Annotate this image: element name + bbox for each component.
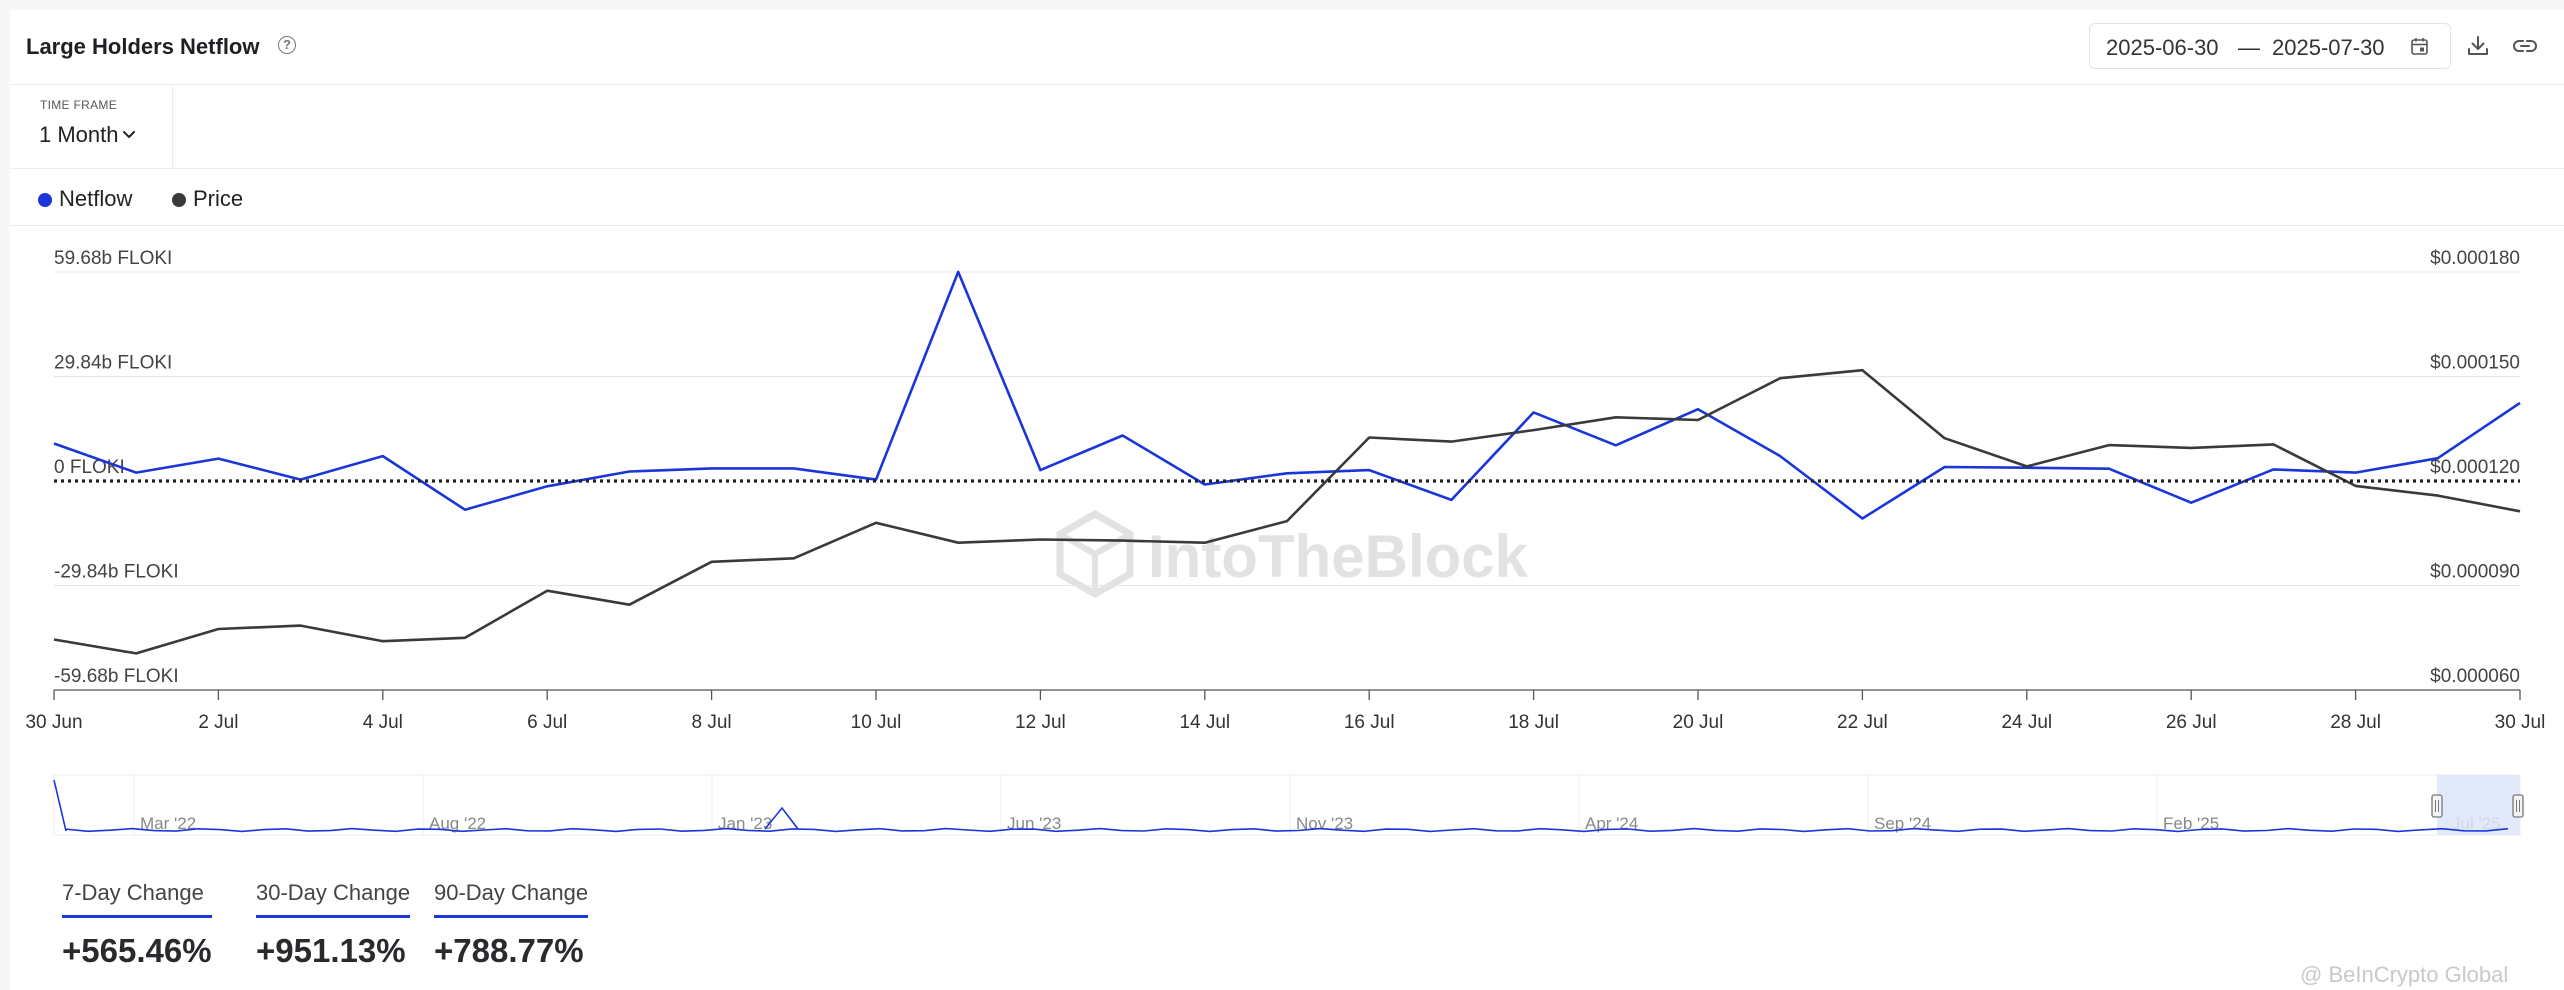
netflow-card: Large Holders Netflow ? 2025-06-30 — 202… [10,10,2564,990]
watermark-text: IntoTheBlock [1148,523,1529,590]
navigator-label: Aug '22 [429,814,486,833]
legend-item-netflow[interactable]: Netflow [38,186,132,212]
x-tick-label: 14 Jul [1179,712,1230,733]
range-navigator[interactable]: Mar '22 Aug '22 Jan '23 Jun '23 Nov '23 Apr '… [53,774,2524,836]
timeframe-value[interactable]: 1 Month [39,122,119,147]
series-line-netflow[interactable] [53,270,2521,520]
y-left-tick-label: -59.68b FLOKI [54,666,179,687]
y-right-tick-label: $0.000180 [2430,248,2520,269]
help-icon[interactable]: ? [278,36,296,54]
page-title: Large Holders Netflow [26,34,260,59]
navigator-label: Nov '23 [1296,814,1353,833]
y-left-tick-label: 59.68b FLOKI [54,248,172,269]
y-right-tick-label: $0.000150 [2430,353,2520,374]
stat-label-30-day: 30-Day Change [256,880,411,918]
chevron-down-icon[interactable] [122,130,136,140]
calendar-icon[interactable] [2411,37,2428,55]
navigator-label: Feb '25 [2163,814,2219,833]
link-icon[interactable] [2512,34,2538,58]
navigator-label: Mar '22 [140,814,196,833]
download-icon[interactable] [2466,34,2490,58]
stat-label-90-day: 90-Day Change [434,880,589,918]
price-dot-icon [172,193,186,207]
navigator-selection[interactable] [2437,775,2520,835]
navigator-frame [53,774,2521,836]
stat-30-day[interactable]: 30-Day Change +951.13% [256,880,411,970]
navigator-spike [764,806,799,830]
y-right-tick-label: $0.000090 [2430,562,2520,583]
stat-value-7-day: +565.46% [62,932,212,969]
x-tick-label: 6 Jul [527,712,567,733]
credit-watermark: @ BeInCrypto Global [2300,962,2509,987]
timeframe-selector[interactable] [10,84,173,168]
date-start[interactable]: 2025-06-30 [2106,35,2219,60]
navigator-label: Jun '23 [1007,814,1061,833]
x-tick-label: 10 Jul [851,712,902,733]
series-line-price[interactable] [53,368,2521,655]
x-tick-label: 24 Jul [2001,712,2052,733]
navigator-handle-right[interactable] [2512,794,2524,818]
date-end[interactable]: 2025-07-30 [2272,35,2385,60]
y-left-tick-label: 29.84b FLOKI [54,353,172,374]
y-right-tick-label: $0.000060 [2430,666,2520,687]
navigator-label: Jan '23 [718,814,772,833]
card-header: Large Holders Netflow ? 2025-06-30 — 202… [10,10,2564,85]
stat-90-day[interactable]: 90-Day Change +788.77% [434,880,589,970]
date-separator: — [2238,35,2260,60]
x-tick-label: 12 Jul [1015,712,1066,733]
timeframe-label: TIME FRAME [40,98,117,112]
legend-label-netflow: Netflow [59,186,133,211]
stat-7-day[interactable]: 7-Day Change +565.46% [62,880,212,970]
x-tick-label: 30 Jul [2495,712,2546,733]
navigator-handle-left[interactable] [2431,794,2443,818]
x-tick-label: 26 Jul [2166,712,2217,733]
date-range-picker[interactable]: 2025-06-30 — 2025-07-30 [2089,23,2451,69]
y-left-tick-label: 0 FLOKI [54,457,125,478]
x-tick-label: 28 Jul [2330,712,2381,733]
divider [10,168,2564,169]
x-tick-label: 22 Jul [1837,712,1888,733]
legend-item-price[interactable]: Price [172,186,243,212]
x-tick-label: 8 Jul [692,712,732,733]
y-left-tick-label: -29.84b FLOKI [54,562,179,583]
stat-value-30-day: +951.13% [256,932,406,969]
netflow-price-chart[interactable]: IntoTheBlock 59.68b FLOKI $0.000180 29.84b … [10,10,2564,840]
x-tick-label: 16 Jul [1344,712,1395,733]
navigator-netflow-line [53,779,2509,833]
stat-label-7-day: 7-Day Change [62,880,212,918]
x-tick-label: 2 Jul [198,712,238,733]
x-tick-label: 30 Jun [25,712,82,733]
stat-value-90-day: +788.77% [434,932,584,969]
legend-label-price: Price [193,186,244,211]
x-tick-label: 4 Jul [363,712,403,733]
netflow-dot-icon [38,193,52,207]
y-right-tick-label: $0.000120 [2430,457,2520,478]
x-tick-label: 18 Jul [1508,712,1559,733]
divider [10,225,2564,226]
navigator-label: Apr '24 [1585,814,1638,833]
x-tick-label: 20 Jul [1673,712,1724,733]
watermark-logo: IntoTheBlock [1056,509,1529,599]
watermark-hex-inner [1058,531,1132,558]
